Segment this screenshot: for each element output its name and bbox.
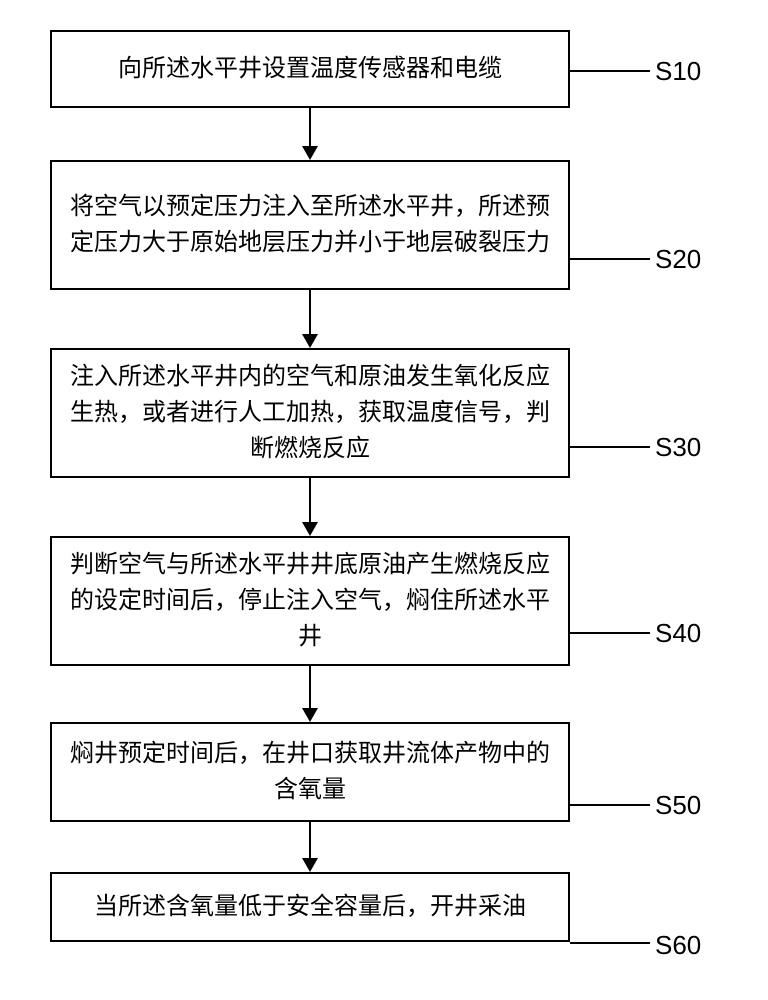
edge-arrowhead	[302, 858, 318, 872]
lead-line	[570, 632, 650, 634]
lead-line	[570, 70, 650, 72]
edge-arrowhead	[302, 708, 318, 722]
step-label-s40: S40	[655, 618, 701, 649]
flow-node-text: 向所述水平井设置温度传感器和电缆	[108, 51, 512, 87]
flow-node-text: 当所述含氧量低于安全容量后，开井采油	[84, 889, 536, 925]
flow-node-n5: 焖井预定时间后，在井口获取井流体产物中的含氧量	[50, 722, 570, 822]
step-label-s30: S30	[655, 432, 701, 463]
flow-node-n4: 判断空气与所述水平井井底原油产生燃烧反应的设定时间后，停止注入空气，焖住所述水平…	[50, 536, 570, 666]
edge-arrowhead	[302, 522, 318, 536]
flow-node-text: 将空气以预定压力注入至所述水平井，所述预定压力大于原始地层压力并小于地层破裂压力	[52, 189, 568, 261]
step-label-s10: S10	[655, 56, 701, 87]
flowchart-canvas: 向所述水平井设置温度传感器和电缆将空气以预定压力注入至所述水平井，所述预定压力大…	[0, 0, 768, 1000]
flow-node-n2: 将空气以预定压力注入至所述水平井，所述预定压力大于原始地层压力并小于地层破裂压力	[50, 160, 570, 290]
flow-node-n3: 注入所述水平井内的空气和原油发生氧化反应生热，或者进行人工加热，获取温度信号，判…	[50, 348, 570, 478]
lead-line	[570, 804, 650, 806]
lead-line	[570, 258, 650, 260]
step-label-s50: S50	[655, 790, 701, 821]
lead-line	[570, 446, 650, 448]
lead-line	[570, 942, 650, 944]
edge-line	[309, 822, 311, 858]
edge-arrowhead	[302, 146, 318, 160]
step-label-s20: S20	[655, 244, 701, 275]
edge-arrowhead	[302, 334, 318, 348]
flow-node-text: 判断空气与所述水平井井底原油产生燃烧反应的设定时间后，停止注入空气，焖住所述水平…	[52, 547, 568, 655]
edge-line	[309, 290, 311, 334]
edge-line	[309, 666, 311, 708]
flow-node-text: 焖井预定时间后，在井口获取井流体产物中的含氧量	[52, 736, 568, 808]
edge-line	[309, 478, 311, 522]
flow-node-n1: 向所述水平井设置温度传感器和电缆	[50, 30, 570, 108]
edge-line	[309, 108, 311, 146]
step-label-s60: S60	[655, 930, 701, 961]
flow-node-n6: 当所述含氧量低于安全容量后，开井采油	[50, 872, 570, 942]
flow-node-text: 注入所述水平井内的空气和原油发生氧化反应生热，或者进行人工加热，获取温度信号，判…	[52, 359, 568, 467]
